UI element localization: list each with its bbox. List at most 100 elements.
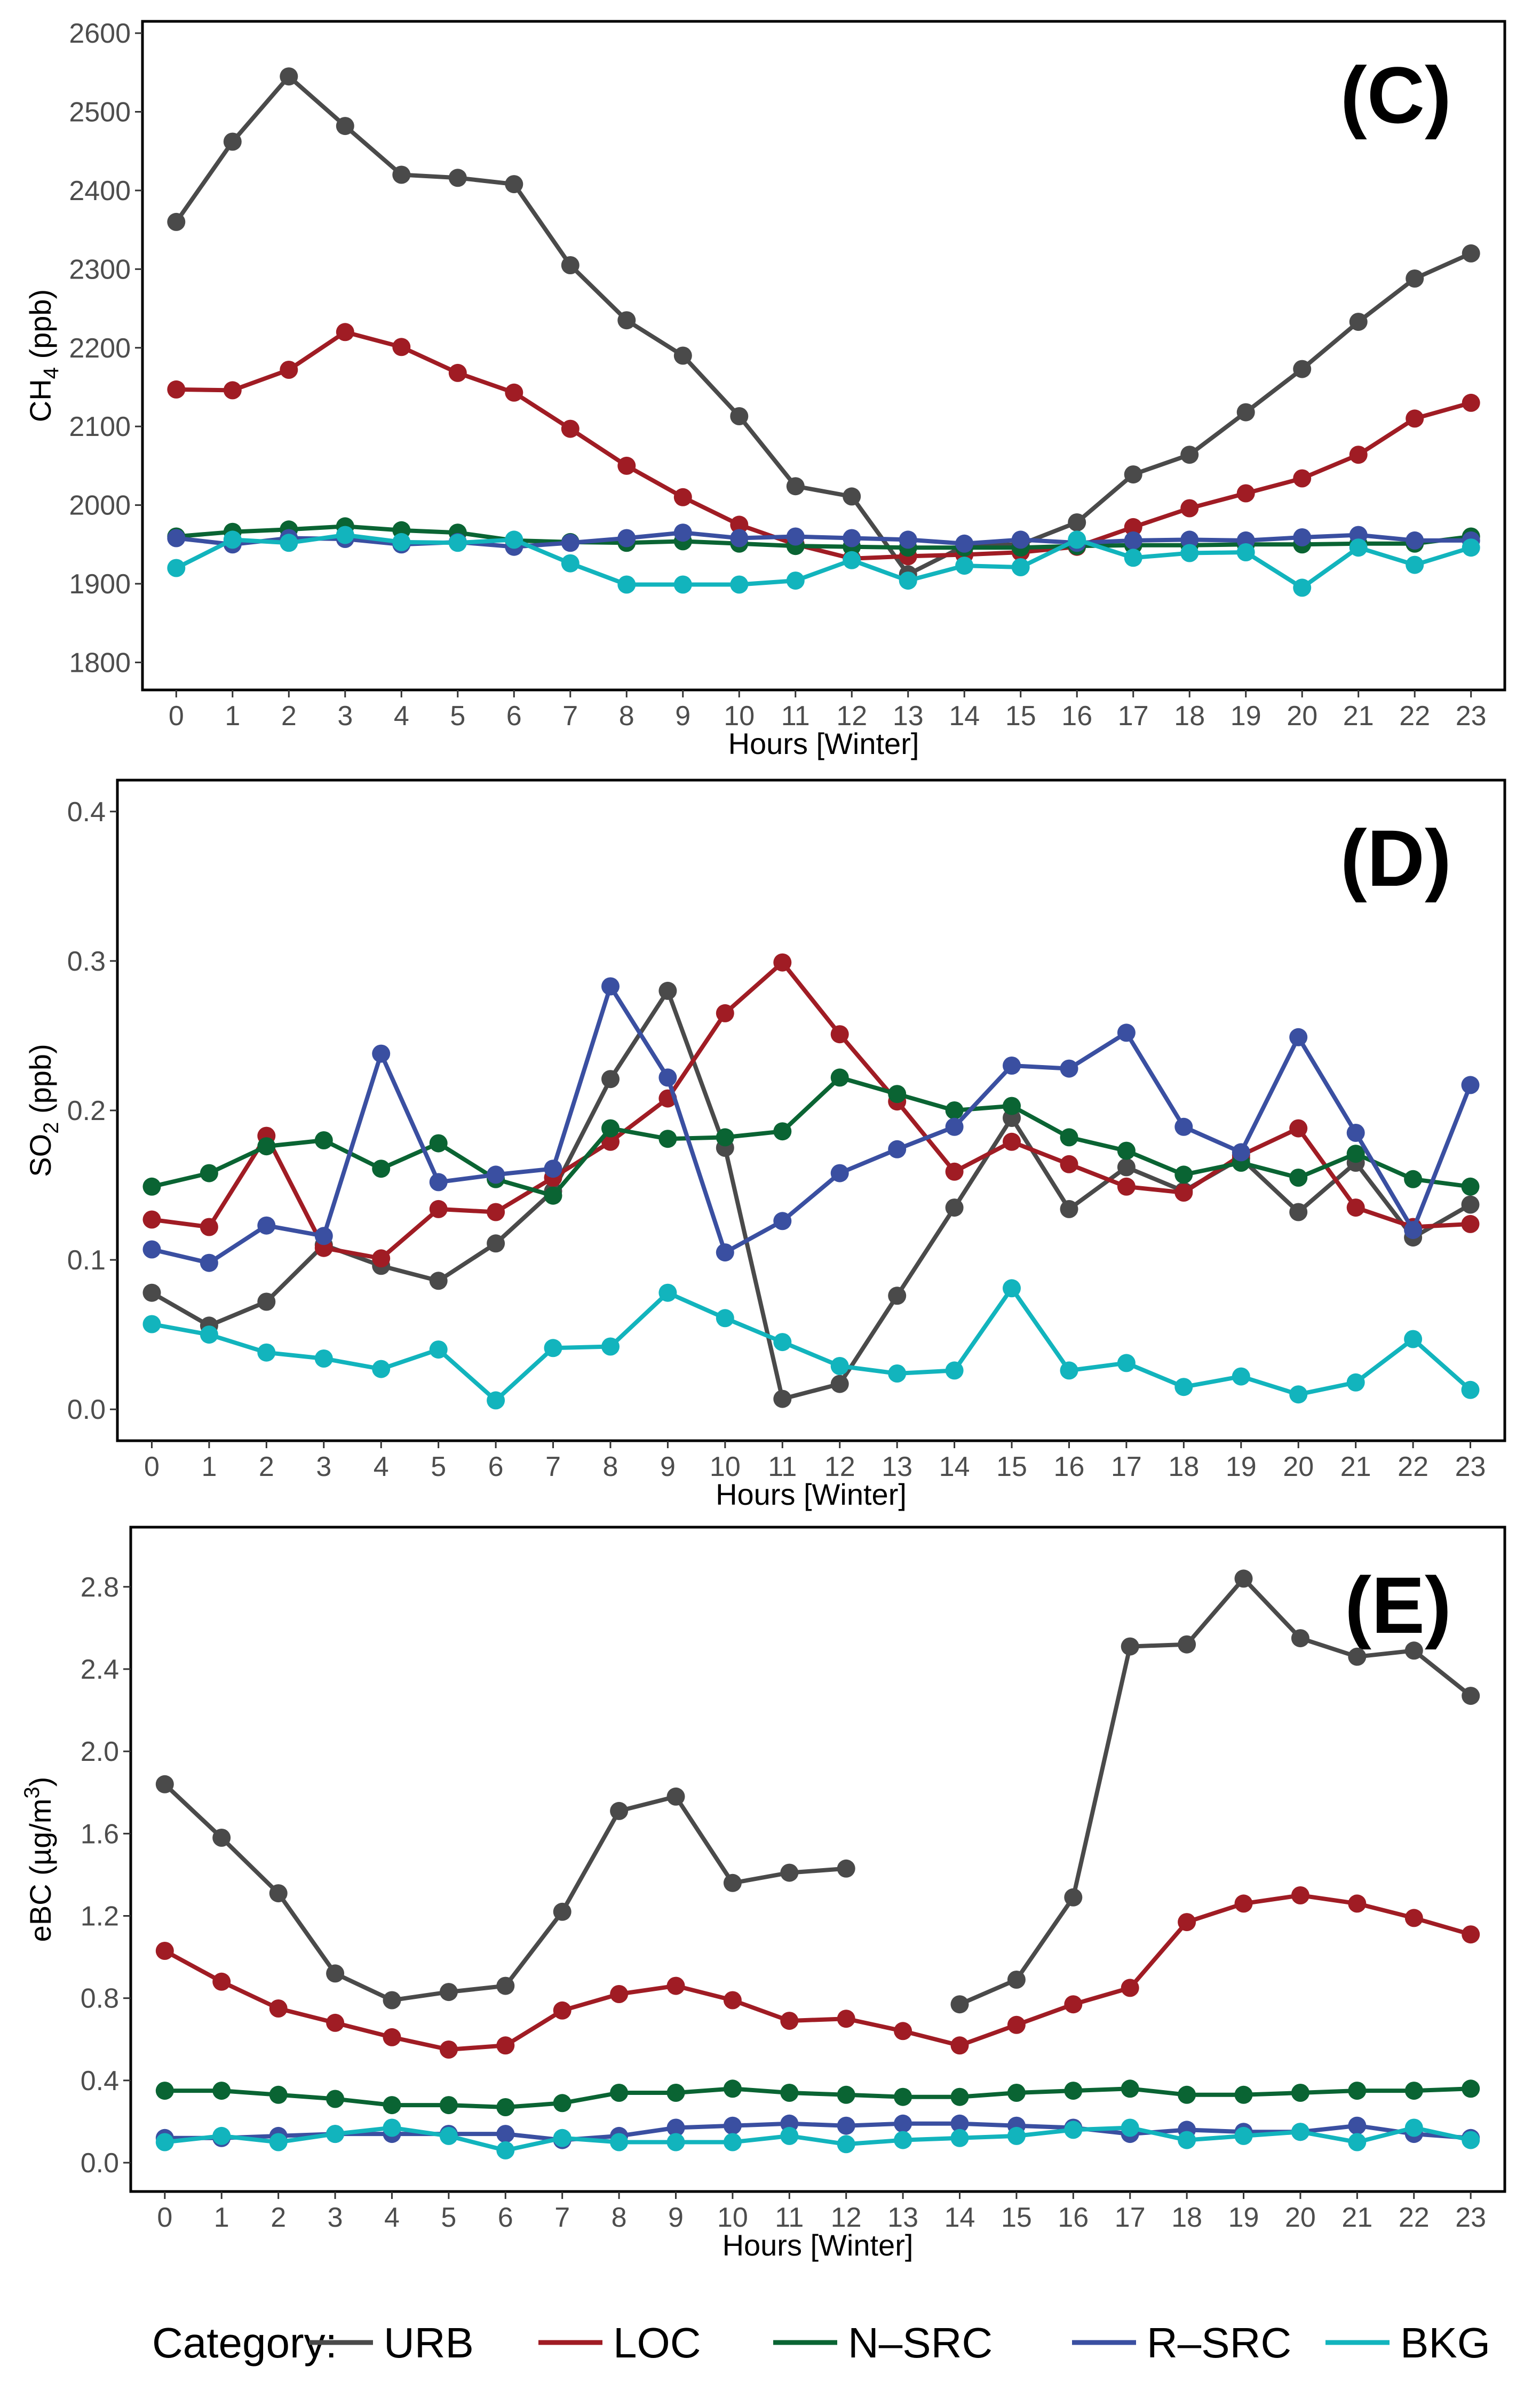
y-tick-label: 2300 [69, 254, 131, 285]
y-tick-label: 0.0 [67, 1394, 106, 1425]
data-point [1068, 530, 1086, 549]
data-point [1461, 1177, 1480, 1196]
data-point [1289, 1119, 1308, 1138]
data-point [383, 2118, 401, 2137]
panel-d: 0.00.10.20.30.40 1 2 3 4 5 6 7 8 9 10 11 12 13 14 15 16 1… [23, 779, 1506, 1511]
data-point [439, 2096, 458, 2115]
x-tick-label: 9 [675, 701, 690, 732]
data-point [372, 1249, 391, 1268]
data-point [1291, 1886, 1309, 1904]
data-point [617, 529, 636, 547]
x-tick-label: 4 [384, 2202, 400, 2233]
data-point [1234, 1894, 1253, 1913]
data-point [1007, 1971, 1026, 1989]
x-tick-label: 21 [1340, 1451, 1371, 1482]
x-tick-label: 3 [337, 701, 353, 732]
data-point [1064, 2121, 1083, 2139]
data-point [773, 953, 792, 972]
x-tick-label: 18 [1171, 2202, 1202, 2233]
x-tick-label: 3 [316, 1451, 331, 1482]
legend-label: R–SRC [1147, 2319, 1291, 2367]
data-point [487, 1203, 505, 1221]
y-tick-label: 0.4 [67, 797, 106, 828]
data-point [257, 1137, 276, 1156]
x-tick-label: 19 [1228, 2202, 1259, 2233]
data-point [336, 117, 354, 136]
data-point [553, 1902, 571, 1921]
series-r-src [142, 977, 1480, 1272]
data-point [561, 256, 580, 274]
data-point [142, 1283, 161, 1302]
x-axis-title: Hours [Winter] [723, 2228, 914, 2262]
data-point [773, 1212, 792, 1230]
y-tick-label: 1800 [69, 647, 131, 678]
data-point [658, 1068, 677, 1087]
data-point [1462, 1925, 1480, 1944]
data-point [950, 2087, 969, 2106]
panel-label: (C) [1340, 50, 1451, 140]
data-point [610, 1801, 629, 1820]
data-point [773, 1333, 792, 1352]
data-point [1348, 2082, 1367, 2100]
data-point [894, 2131, 912, 2149]
y-tick-label: 1.2 [81, 1901, 119, 1932]
data-point [1117, 1177, 1136, 1196]
data-point [1121, 2118, 1139, 2137]
x-tick-label: 5 [431, 1451, 446, 1482]
data-point [830, 1068, 849, 1087]
data-point [372, 1160, 391, 1178]
data-point [280, 361, 298, 379]
series-line [151, 1286, 1472, 1403]
data-point [167, 212, 186, 231]
y-tick-label: 1900 [69, 569, 131, 600]
data-point [1234, 1569, 1253, 1588]
data-point [496, 2141, 515, 2159]
series-loc [155, 1886, 1480, 2059]
data-point [561, 419, 580, 438]
data-point [392, 533, 411, 551]
legend-label: URB [384, 2319, 474, 2367]
data-point [601, 1337, 620, 1356]
x-tick-label: 20 [1283, 1451, 1314, 1482]
data-point [1124, 518, 1142, 536]
data-point [1003, 1097, 1021, 1115]
panel-e-frame [129, 1526, 1506, 2193]
data-point [1461, 1380, 1480, 1399]
legend-label: BKG [1400, 2319, 1490, 2367]
data-point [830, 1375, 849, 1393]
series-line [164, 2086, 1471, 2109]
y-tick-label: 2.0 [81, 1736, 119, 1767]
data-point [1064, 2082, 1083, 2100]
x-tick-label: 5 [441, 2202, 456, 2233]
x-tick-label: 17 [1118, 701, 1149, 732]
data-point [326, 1964, 345, 1983]
data-point [610, 2133, 629, 2151]
y-axis-title: eBC (µg/m3) [20, 1777, 57, 1942]
data-point [1293, 469, 1312, 488]
x-tick-label: 16 [1054, 1451, 1085, 1482]
data-point [945, 1361, 964, 1380]
legend-item-urb: URB [309, 2319, 474, 2367]
data-point [1060, 1361, 1078, 1380]
data-point [1404, 1909, 1423, 1927]
data-point [257, 1292, 276, 1311]
data-point [1003, 1132, 1021, 1151]
y-tick-label: 2.8 [81, 1572, 119, 1603]
data-point [1124, 531, 1142, 550]
data-point [780, 2126, 799, 2145]
data-point [730, 407, 749, 425]
x-tick-label: 19 [1231, 701, 1261, 732]
data-point [673, 346, 692, 365]
y-tick-label: 1.6 [81, 1819, 119, 1849]
data-point [336, 323, 354, 342]
data-point [1406, 269, 1424, 288]
x-tick-label: 21 [1343, 701, 1374, 732]
x-axis-title: Hours [Winter] [728, 727, 919, 760]
data-point [1406, 409, 1424, 428]
x-tick-label: 22 [1398, 1451, 1428, 1482]
x-tick-label: 11 [768, 1451, 797, 1482]
data-point [1404, 2082, 1423, 2100]
data-point [716, 1309, 734, 1328]
data-point [1461, 1076, 1480, 1094]
legend-item-bkg: BKG [1325, 2319, 1490, 2367]
